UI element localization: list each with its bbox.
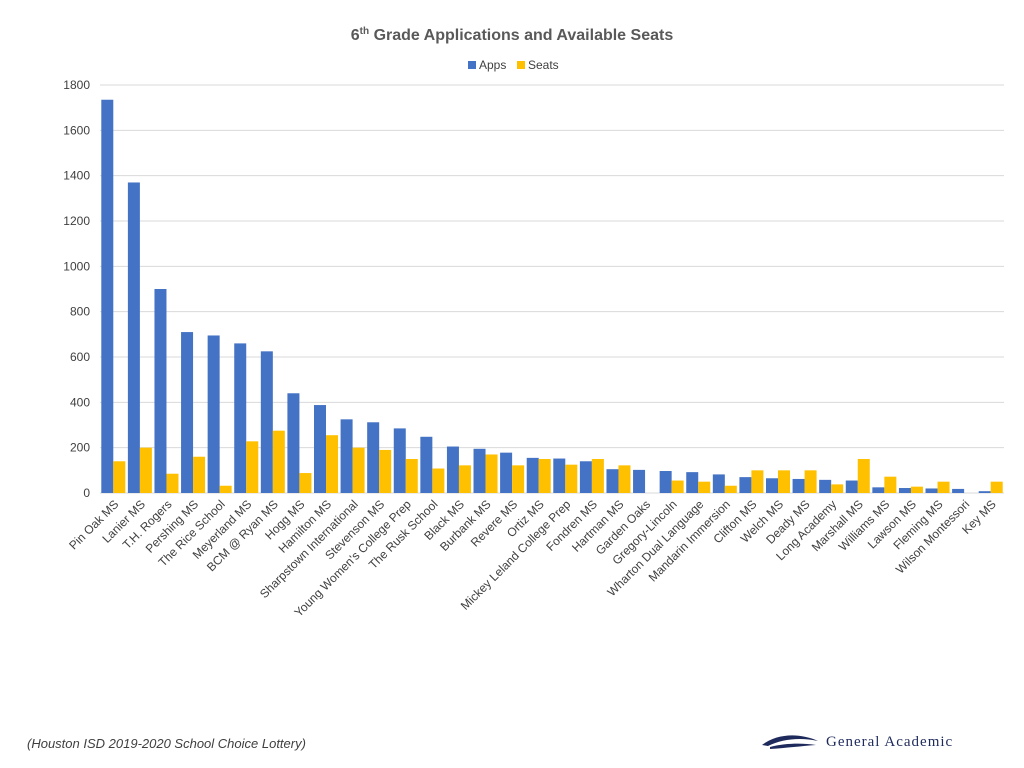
bar-seats xyxy=(937,481,950,493)
bar-apps xyxy=(526,457,539,493)
bar-seats xyxy=(352,447,365,493)
bar-apps xyxy=(101,99,114,493)
y-tick-label: 0 xyxy=(83,486,90,500)
bar-apps xyxy=(340,419,353,493)
bar-seats xyxy=(857,459,870,493)
bar-apps xyxy=(393,428,406,493)
bar-apps xyxy=(766,478,778,493)
bar-seats xyxy=(724,485,737,493)
bar-apps xyxy=(367,422,380,493)
bar-seats xyxy=(804,470,817,493)
bar-apps xyxy=(739,477,752,493)
bar-seats xyxy=(618,465,631,493)
legend-label-apps: Apps xyxy=(479,58,506,72)
legend-swatch-apps xyxy=(468,61,476,69)
bar-seats xyxy=(326,435,338,493)
chart-title: 6th Grade Applications and Available Sea… xyxy=(351,26,674,44)
y-tick-label: 400 xyxy=(70,395,90,409)
bar-seats xyxy=(910,486,923,493)
swoosh-logo-icon xyxy=(762,735,818,749)
bar-apps xyxy=(952,488,965,493)
bar-apps xyxy=(260,351,273,493)
y-tick-label: 1800 xyxy=(63,78,90,92)
bar-seats xyxy=(272,430,285,493)
bar-apps xyxy=(872,487,885,493)
bar-seats xyxy=(113,461,126,493)
y-axis: 0 200 400 600 800 1000 1200 1400 1600 1800 xyxy=(63,78,90,500)
bar-seats xyxy=(884,476,897,493)
bar-apps xyxy=(579,461,592,493)
bar-seats xyxy=(379,449,392,493)
brand-name: General Academic xyxy=(826,733,954,750)
bar-seats xyxy=(990,481,1003,493)
bar-seats xyxy=(299,473,312,493)
bar-seats xyxy=(166,473,179,493)
bar-seats xyxy=(458,465,471,493)
bar-apps xyxy=(633,469,646,493)
bar-apps xyxy=(792,478,805,493)
bar-apps xyxy=(127,182,140,493)
bar-apps xyxy=(925,488,938,493)
bar-apps xyxy=(500,452,513,493)
bar-seats xyxy=(591,459,604,493)
bar-apps xyxy=(898,488,911,493)
y-tick-label: 1600 xyxy=(63,123,90,137)
bar-apps xyxy=(181,332,194,493)
bar-apps xyxy=(420,436,433,493)
bar-apps xyxy=(553,458,566,493)
bar-apps xyxy=(287,393,300,493)
bar-apps xyxy=(845,480,858,493)
bar-apps xyxy=(712,474,725,493)
bar-apps xyxy=(207,335,220,493)
bar-seats xyxy=(432,468,445,493)
bar-seats xyxy=(671,480,684,493)
legend: Apps Seats xyxy=(468,58,559,72)
bar-seats xyxy=(219,485,232,493)
bar-seats xyxy=(751,470,764,493)
bar-apps xyxy=(606,469,619,493)
bar-seats xyxy=(538,459,551,493)
y-tick-label: 800 xyxy=(70,305,90,319)
bar-seats xyxy=(405,459,418,493)
bar-seats xyxy=(778,470,790,493)
y-tick-label: 600 xyxy=(70,350,90,364)
bar-apps xyxy=(659,471,672,493)
bar-seats xyxy=(193,456,206,493)
y-tick-label: 1000 xyxy=(63,259,90,273)
bar-apps xyxy=(446,446,459,493)
bars xyxy=(101,99,1003,493)
y-tick-label: 1200 xyxy=(63,214,90,228)
bar-apps xyxy=(234,343,247,493)
bar-seats xyxy=(485,454,498,493)
bar-seats xyxy=(565,464,578,493)
y-tick-label: 200 xyxy=(70,441,90,455)
y-tick-label: 1400 xyxy=(63,169,90,183)
bar-apps xyxy=(314,405,326,493)
bar-apps xyxy=(819,479,832,493)
bar-apps xyxy=(978,491,991,493)
legend-label-seats: Seats xyxy=(528,58,559,72)
chart-title-superscript: th xyxy=(360,26,369,37)
bar-apps xyxy=(154,289,167,493)
legend-swatch-seats xyxy=(517,61,525,69)
bar-seats xyxy=(831,484,844,493)
bar-seats xyxy=(512,465,525,493)
bar-seats xyxy=(246,441,259,493)
bar-apps xyxy=(473,448,486,493)
bar-apps xyxy=(686,472,699,493)
brand: General Academic xyxy=(760,733,953,751)
bar-seats xyxy=(139,447,152,493)
bar-seats xyxy=(698,481,711,493)
source-note: (Houston ISD 2019-2020 School Choice Lot… xyxy=(27,736,306,751)
